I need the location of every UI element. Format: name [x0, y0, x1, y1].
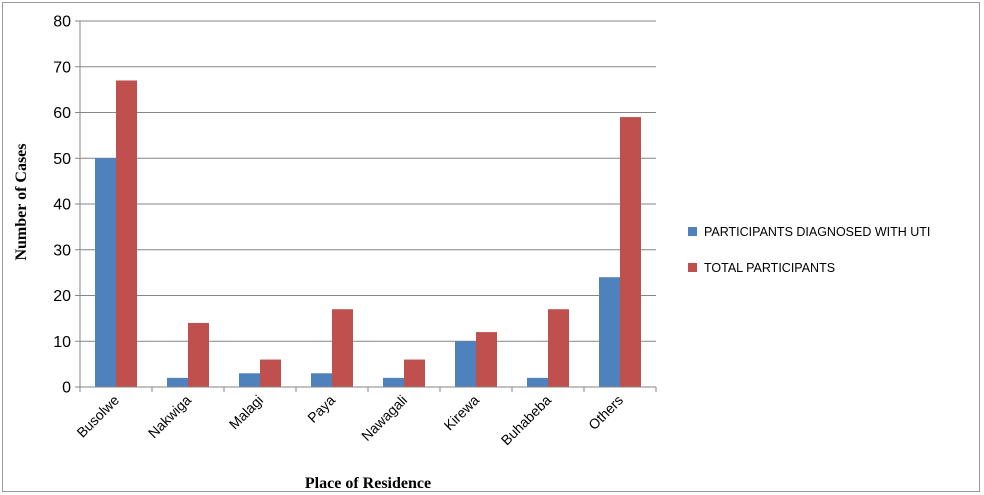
legend-swatch	[688, 263, 697, 272]
y-tick-label: 40	[53, 197, 71, 214]
y-axis-title: Number of Cases	[13, 143, 30, 260]
gridlines	[80, 20, 656, 342]
bar-diagnosed-others	[599, 277, 620, 387]
legend-label: PARTICIPANTS DIAGNOSED WITH UTI	[704, 225, 930, 239]
y-tick-label: 60	[53, 105, 71, 122]
x-tick-label: Malagi	[226, 392, 266, 432]
bar-total-kirewa	[476, 332, 497, 387]
x-tick-labels: Busolwe Nakwiga Malagi Paya Nawagali Kirewa Bu…	[73, 392, 626, 449]
bar-total-nakwiga	[188, 322, 209, 387]
y-tick-label: 80	[53, 14, 71, 31]
y-tick-label: 20	[53, 288, 71, 305]
bars	[95, 80, 641, 387]
bar-diagnosed-kirewa	[455, 341, 476, 387]
x-tick-label: Nakwiga	[145, 392, 194, 441]
x-tick-label: Nawagali	[358, 392, 410, 444]
legend: PARTICIPANTS DIAGNOSED WITH UTI TOTAL PAR…	[688, 225, 930, 275]
x-tick-label: Others	[585, 392, 626, 433]
bar-diagnosed-paya	[311, 373, 332, 387]
bar-total-busolwe	[116, 80, 137, 387]
y-tick-label: 0	[62, 380, 71, 397]
bar-diagnosed-malagi	[239, 373, 260, 387]
y-tick-label: 70	[53, 59, 71, 76]
y-tick-label: 30	[53, 242, 71, 259]
axes	[75, 20, 657, 392]
x-tick-label: Kirewa	[441, 392, 483, 434]
bar-total-nawagali	[404, 359, 425, 387]
x-axis-title: Place of Residence	[305, 475, 431, 492]
bar-total-paya	[332, 309, 353, 387]
bar-diagnosed-nakwiga	[167, 377, 188, 387]
bar-total-malagi	[260, 359, 281, 387]
y-tick-label: 10	[53, 334, 71, 351]
x-tick-label: Buhabeba	[498, 392, 555, 449]
x-tick-label: Paya	[304, 392, 338, 426]
bar-diagnosed-busolwe	[95, 158, 116, 387]
legend-label: TOTAL PARTICIPANTS	[704, 261, 835, 275]
bar-total-buhabeba	[548, 309, 569, 387]
legend-swatch	[688, 227, 697, 236]
y-tick-label: 50	[53, 151, 71, 168]
y-tick-labels: 0 10 20 30 40 50 60 70 80	[53, 14, 71, 397]
x-tick-label: Busolwe	[73, 392, 122, 441]
bar-total-others	[620, 117, 641, 387]
bar-diagnosed-buhabeba	[527, 377, 548, 387]
bar-diagnosed-nawagali	[383, 377, 404, 387]
